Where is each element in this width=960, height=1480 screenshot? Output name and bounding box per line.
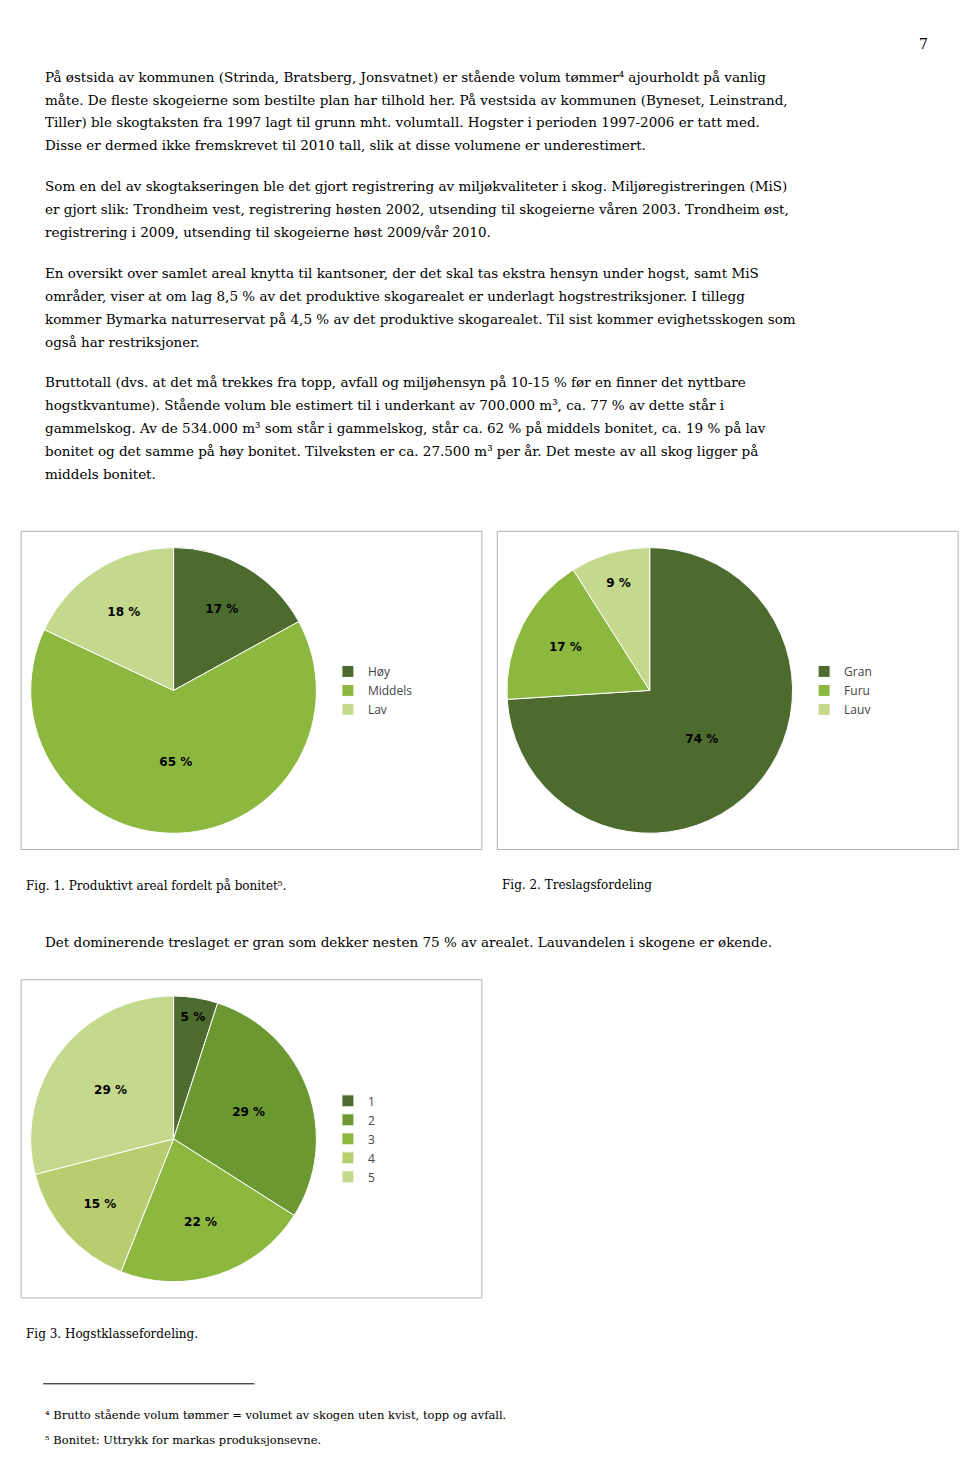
svg-text:Fig. 2. Treslagsfordeling: Fig. 2. Treslagsfordeling: [502, 878, 652, 892]
svg-text:1: 1: [368, 1093, 375, 1110]
svg-text:På østsida av kommunen (Strind: På østsida av kommunen (Strinda, Bratsbe…: [45, 69, 766, 85]
svg-text:områder, viser at om lag 8,5 %: områder, viser at om lag 8,5 % av det pr…: [45, 288, 745, 304]
svg-text:En oversikt over samlet areal: En oversikt over samlet areal knytta til…: [45, 265, 759, 281]
svg-text:5 %: 5 %: [181, 1010, 206, 1024]
svg-text:15 %: 15 %: [83, 1197, 116, 1211]
svg-text:3: 3: [368, 1131, 375, 1148]
svg-text:7: 7: [919, 36, 928, 52]
svg-text:4: 4: [368, 1150, 375, 1167]
svg-text:17 %: 17 %: [549, 640, 582, 654]
svg-text:Gran: Gran: [844, 663, 872, 680]
svg-text:hogstkvantume). Stående volum: hogstkvantume). Stående volum ble estime…: [45, 397, 725, 413]
svg-text:gammelskog. Av de 534.000 m³ s: gammelskog. Av de 534.000 m³ som står i …: [45, 420, 766, 436]
svg-text:måte. De fleste skogeierne som: måte. De fleste skogeierne som bestilte …: [45, 92, 788, 108]
svg-text:Lauv: Lauv: [844, 701, 870, 718]
svg-text:⁴ Brutto stående volum tømmer: ⁴ Brutto stående volum tømmer = volumet …: [45, 1408, 506, 1422]
svg-text:⁵ Bonitet: Uttrykk for markas: ⁵ Bonitet: Uttrykk for markas produksjon…: [45, 1433, 321, 1447]
svg-text:5: 5: [368, 1169, 375, 1186]
svg-text:Høy: Høy: [368, 663, 391, 680]
svg-text:17 %: 17 %: [205, 602, 238, 616]
svg-text:middels bonitet.: middels bonitet.: [45, 466, 156, 482]
svg-text:bonitet og det samme på høy bo: bonitet og det samme på høy bonitet. Til…: [45, 443, 758, 459]
svg-text:Middels: Middels: [368, 682, 412, 699]
svg-text:også har restriksjoner.: også har restriksjoner.: [45, 334, 199, 350]
svg-text:Det dominerende treslaget er g: Det dominerende treslaget er gran som de…: [45, 934, 772, 950]
svg-text:er gjort slik: Trondheim vest,: er gjort slik: Trondheim vest, registrer…: [45, 201, 789, 217]
svg-text:Som en del av skogtakseringen: Som en del av skogtakseringen ble det gj…: [45, 178, 787, 194]
svg-text:29 %: 29 %: [232, 1105, 265, 1119]
svg-text:29 %: 29 %: [94, 1083, 127, 1097]
svg-text:registrering i 2009, utsending: registrering i 2009, utsending til skoge…: [45, 224, 491, 240]
svg-text:Lav: Lav: [368, 701, 387, 718]
svg-text:2: 2: [368, 1112, 375, 1129]
svg-text:Bruttotall (dvs. at det må tre: Bruttotall (dvs. at det må trekkes fra t…: [45, 374, 746, 390]
svg-text:65 %: 65 %: [159, 755, 192, 769]
svg-text:Disse er dermed ikke fremskrev: Disse er dermed ikke fremskrevet til 201…: [45, 137, 646, 153]
svg-text:kommer Bymarka naturreservat p: kommer Bymarka naturreservat på 4,5 % av…: [45, 311, 796, 327]
svg-text:Fig 3. Hogstklassefordeling.: Fig 3. Hogstklassefordeling.: [26, 1327, 198, 1341]
svg-text:Tiller) ble skogtaksten fra 19: Tiller) ble skogtaksten fra 1997 lagt ti…: [45, 114, 760, 130]
svg-text:22 %: 22 %: [184, 1215, 217, 1229]
svg-text:18 %: 18 %: [107, 605, 140, 619]
svg-text:74 %: 74 %: [685, 732, 718, 746]
svg-text:9 %: 9 %: [606, 576, 631, 590]
svg-text:Furu: Furu: [844, 682, 870, 699]
svg-text:Fig. 1. Produktivt areal forde: Fig. 1. Produktivt areal fordelt på boni…: [26, 878, 286, 893]
